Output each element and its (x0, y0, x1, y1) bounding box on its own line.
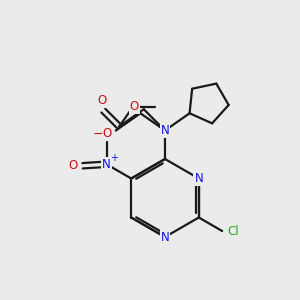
Text: N: N (194, 172, 203, 185)
Text: N: N (160, 231, 169, 244)
Text: N: N (160, 124, 169, 137)
Text: Cl: Cl (228, 224, 239, 238)
Text: O: O (102, 127, 111, 140)
Text: O: O (68, 159, 78, 172)
Text: −: − (93, 128, 104, 141)
Text: O: O (97, 94, 106, 107)
Text: O: O (130, 100, 139, 113)
Text: N: N (102, 158, 111, 171)
Text: +: + (110, 153, 118, 163)
